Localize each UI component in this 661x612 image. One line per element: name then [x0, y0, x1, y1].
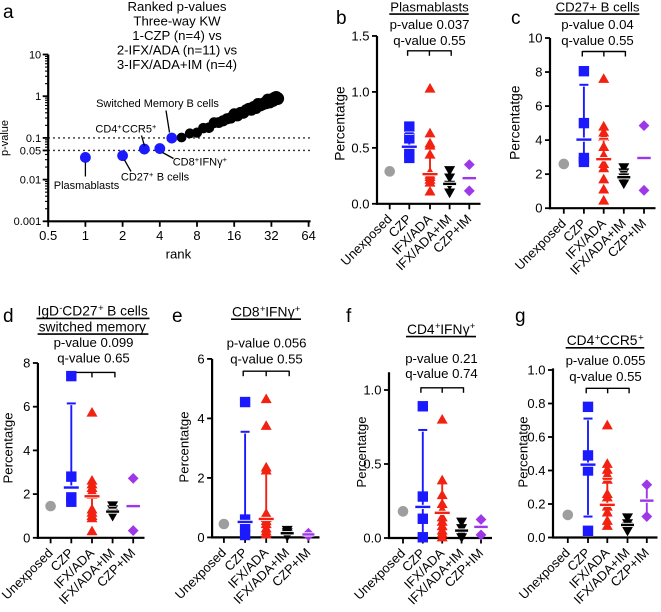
svg-text:0: 0 [197, 530, 204, 545]
svg-text:rank: rank [166, 246, 192, 261]
svg-text:b: b [336, 8, 347, 29]
svg-text:d: d [3, 306, 14, 327]
svg-text:6: 6 [197, 351, 204, 366]
svg-text:8: 8 [193, 228, 200, 243]
svg-text:q-value 0.74: q-value 0.74 [405, 366, 478, 381]
svg-text:0.05: 0.05 [20, 145, 41, 157]
svg-text:2: 2 [23, 487, 30, 502]
svg-text:1.0: 1.0 [351, 84, 369, 99]
svg-text:f: f [346, 306, 352, 327]
svg-text:switched memory: switched memory [39, 319, 146, 334]
svg-text:2-IFX/ADA (n=11) vs: 2-IFX/ADA (n=11) vs [117, 43, 238, 58]
svg-text:0.01: 0.01 [20, 175, 41, 187]
svg-text:q-value 0.55: q-value 0.55 [561, 33, 634, 48]
svg-text:32: 32 [264, 228, 278, 243]
svg-text:g: g [515, 306, 526, 327]
svg-text:4: 4 [156, 228, 163, 243]
svg-text:CD27+ B cells: CD27+ B cells [121, 170, 190, 184]
svg-text:8: 8 [535, 65, 542, 80]
svg-text:CD4+CCR5+: CD4+CCR5+ [95, 122, 157, 136]
svg-text:p-value: p-value [0, 120, 11, 156]
svg-text:CD8+IFNγ+: CD8+IFNγ+ [232, 303, 301, 320]
svg-text:0.6: 0.6 [527, 430, 545, 445]
svg-text:0: 0 [535, 201, 542, 216]
svg-text:0.4: 0.4 [527, 463, 545, 478]
svg-text:4: 4 [535, 133, 542, 148]
svg-text:8: 8 [23, 356, 30, 371]
svg-text:6: 6 [535, 99, 542, 114]
svg-text:Ranked p-values: Ranked p-values [128, 0, 227, 14]
svg-text:0.5: 0.5 [363, 457, 381, 472]
svg-text:1.0: 1.0 [363, 383, 381, 398]
svg-text:q-value 0.55: q-value 0.55 [569, 369, 642, 384]
svg-text:3-IFX/ADA+IM (n=4): 3-IFX/ADA+IM (n=4) [117, 57, 237, 72]
svg-text:2: 2 [119, 228, 126, 243]
svg-text:0: 0 [23, 530, 30, 545]
svg-text:p-value 0.056: p-value 0.056 [227, 336, 307, 351]
svg-text:p-value 0.099: p-value 0.099 [54, 335, 134, 350]
svg-text:Plasmablasts: Plasmablasts [390, 0, 469, 14]
svg-text:e: e [172, 306, 183, 327]
svg-text:Percentatge: Percentatge [516, 416, 531, 487]
svg-text:1: 1 [35, 91, 41, 103]
svg-text:1-CZP (n=4) vs: 1-CZP (n=4) vs [132, 28, 222, 43]
svg-text:1: 1 [82, 228, 89, 243]
svg-text:Percentatge: Percentatge [507, 85, 522, 160]
svg-text:0.0: 0.0 [363, 531, 381, 546]
svg-text:p-value 0.21: p-value 0.21 [405, 351, 478, 366]
svg-text:Percentatge: Percentatge [332, 86, 347, 161]
svg-text:c: c [511, 8, 521, 29]
svg-text:10: 10 [528, 31, 542, 46]
svg-text:0.5: 0.5 [351, 140, 369, 155]
svg-text:CD4+IFNγ+: CD4+IFNγ+ [407, 320, 476, 337]
svg-text:4: 4 [197, 411, 204, 426]
svg-text:a: a [3, 2, 14, 23]
svg-text:Plasmablasts: Plasmablasts [54, 180, 120, 192]
svg-text:IgD-CD27+ B cells: IgD-CD27+ B cells [38, 302, 148, 319]
svg-text:2: 2 [535, 167, 542, 182]
svg-text:CD27+ B cells: CD27+ B cells [556, 0, 640, 14]
svg-text:CD4+CCR5+: CD4+CCR5+ [567, 331, 644, 348]
svg-text:q-value 0.65: q-value 0.65 [57, 351, 130, 366]
svg-text:q-value 0.55: q-value 0.55 [393, 33, 466, 48]
svg-text:2: 2 [197, 470, 204, 485]
svg-text:Switched Memory B cells: Switched Memory B cells [96, 98, 219, 110]
svg-text:Percentatge: Percentatge [177, 411, 192, 482]
svg-text:0.001: 0.001 [14, 216, 42, 228]
svg-text:q-value 0.55: q-value 0.55 [230, 351, 303, 366]
svg-text:1.0: 1.0 [527, 363, 545, 378]
svg-text:Percentatge: Percentatge [354, 416, 369, 487]
svg-text:0.2: 0.2 [527, 497, 545, 512]
svg-text:0.0: 0.0 [351, 196, 369, 211]
svg-text:Percentatge: Percentatge [1, 412, 16, 483]
svg-text:0.8: 0.8 [527, 396, 545, 411]
svg-text:0.1: 0.1 [26, 133, 41, 145]
svg-text:6: 6 [23, 399, 30, 414]
svg-text:p-value 0.04: p-value 0.04 [561, 17, 634, 32]
svg-text:p-value 0.055: p-value 0.055 [566, 353, 646, 368]
svg-text:0.0: 0.0 [527, 530, 545, 545]
svg-text:1.5: 1.5 [351, 28, 369, 43]
svg-text:4: 4 [23, 443, 30, 458]
svg-text:0.5: 0.5 [39, 228, 57, 243]
svg-text:Three-way KW: Three-way KW [133, 14, 221, 29]
svg-text:10: 10 [29, 49, 41, 61]
svg-text:CD8+IFNγ+: CD8+IFNγ+ [173, 155, 228, 169]
svg-text:p-value 0.037: p-value 0.037 [390, 17, 470, 32]
svg-text:64: 64 [301, 228, 315, 243]
svg-text:16: 16 [227, 228, 241, 243]
